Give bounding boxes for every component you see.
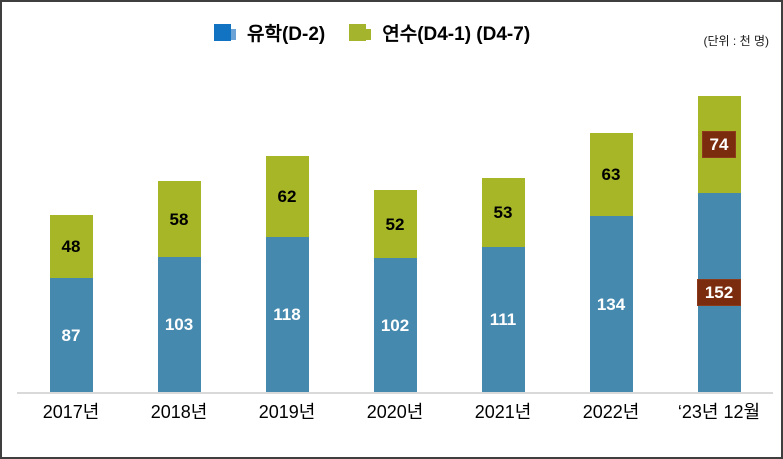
bar-value-label: 118 <box>273 305 301 324</box>
x-axis-label-5: 2022년 <box>582 402 640 422</box>
bar-stack: 62 118 <box>265 156 309 392</box>
x-axis-label-4: 2021년 <box>474 402 532 422</box>
bar-segment-blue: 102 <box>373 258 417 392</box>
legend-item-1: 연수(D4-1) (D4-7) <box>349 19 530 46</box>
bar-column-2: 62 118 <box>233 90 341 392</box>
x-axis-label-1: 2018년 <box>150 402 208 422</box>
bar-segment-blue: 152 <box>696 193 742 392</box>
x-axis: 2017년 2018년 2019년 2020년 2021년 2022년 ‘23년 12월 <box>17 398 773 424</box>
bar-stack: 53 111 <box>481 178 525 392</box>
bar-segment-blue: 118 <box>265 237 309 392</box>
legend-swatch-tab-icon <box>366 29 372 40</box>
x-axis-label-6: ‘23년 12월 <box>677 402 761 422</box>
x-axis-label-0: 2017년 <box>42 402 100 422</box>
legend-swatch-icon <box>349 24 372 41</box>
bar-column-0: 48 87 <box>17 90 125 392</box>
bar-stack: 74 152 <box>696 96 742 392</box>
bar-column-4: 53 111 <box>449 90 557 392</box>
bar-value-label: 48 <box>61 237 81 256</box>
bar-column-6: 74 152 <box>665 90 773 392</box>
legend-swatch-tab-icon <box>231 29 236 40</box>
bar-stack: 48 87 <box>49 215 93 392</box>
bar-value-label: 58 <box>169 209 189 229</box>
bar-segment-blue: 103 <box>157 257 201 392</box>
bar-value-label: 74 <box>701 131 737 158</box>
plot-area: 48 87 58 103 62 118 52 102 53 111 63 134 74 152 <box>17 90 773 394</box>
bar-segment-green: 74 <box>697 96 741 193</box>
bar-segment-green: 63 <box>589 133 633 216</box>
bar-segment-blue: 87 <box>49 278 93 392</box>
bar-value-label: 87 <box>61 325 81 345</box>
bar-value-label: 53 <box>493 203 513 222</box>
bar-stack: 63 134 <box>589 133 633 392</box>
legend: 유학(D-2) 연수(D4-1) (D4-7) <box>214 19 530 46</box>
bar-segment-green: 62 <box>265 156 309 237</box>
bar-value-label: 152 <box>696 279 742 306</box>
bar-segment-green: 58 <box>157 181 201 257</box>
bar-value-label: 52 <box>385 214 405 234</box>
unit-label: (단위 : 천 명) <box>703 34 770 48</box>
legend-label: 연수(D4-1) (D4-7) <box>382 24 531 45</box>
bar-segment-blue: 134 <box>589 216 633 392</box>
bar-column-3: 52 102 <box>341 90 449 392</box>
legend-item-0: 유학(D-2) <box>214 19 325 46</box>
bar-segment-green: 52 <box>373 190 417 258</box>
x-axis-label-2: 2019년 <box>258 402 316 422</box>
bar-stack: 58 103 <box>157 181 201 392</box>
bar-segment-blue: 111 <box>481 247 525 392</box>
x-axis-label-3: 2020년 <box>366 402 424 422</box>
bar-segment-green: 48 <box>49 215 93 278</box>
bar-value-label: 63 <box>601 165 621 184</box>
bar-stack: 52 102 <box>373 190 417 392</box>
bar-value-label: 111 <box>489 310 517 329</box>
bar-segment-green: 53 <box>481 178 525 247</box>
legend-swatch-icon <box>214 24 236 41</box>
bar-value-label: 102 <box>380 315 410 335</box>
bar-column-5: 63 134 <box>557 90 665 392</box>
bar-column-1: 58 103 <box>125 90 233 392</box>
bar-value-label: 62 <box>277 187 297 206</box>
legend-label: 유학(D-2) <box>247 24 326 45</box>
bar-value-label: 134 <box>596 294 626 314</box>
bar-value-label: 103 <box>164 315 194 334</box>
